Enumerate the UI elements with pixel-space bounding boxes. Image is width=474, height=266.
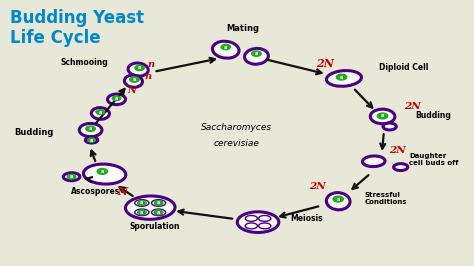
Circle shape [137, 201, 146, 205]
Circle shape [88, 138, 95, 142]
Text: a: a [255, 51, 258, 56]
Ellipse shape [383, 123, 396, 130]
Text: N: N [127, 86, 136, 95]
Ellipse shape [327, 70, 361, 86]
Text: a: a [340, 74, 343, 80]
Ellipse shape [152, 200, 166, 206]
Ellipse shape [64, 173, 80, 181]
Text: n: n [144, 72, 151, 81]
Ellipse shape [245, 215, 257, 221]
Circle shape [135, 65, 144, 70]
Circle shape [96, 110, 105, 114]
Ellipse shape [152, 209, 166, 216]
Text: a: a [337, 197, 340, 202]
Circle shape [337, 74, 347, 80]
Text: a: a [89, 126, 92, 131]
Text: Ascospores: Ascospores [71, 187, 120, 196]
Ellipse shape [237, 212, 279, 232]
Circle shape [67, 174, 76, 179]
Ellipse shape [370, 109, 395, 124]
Text: Meiosis: Meiosis [290, 214, 323, 223]
Circle shape [155, 201, 163, 205]
Text: n: n [147, 60, 155, 69]
Ellipse shape [135, 200, 149, 206]
Text: 2N: 2N [404, 102, 421, 111]
Text: Saccharomyces: Saccharomyces [201, 123, 273, 132]
Ellipse shape [212, 41, 239, 58]
Ellipse shape [79, 123, 102, 137]
Text: N: N [117, 186, 127, 197]
Text: a: a [381, 113, 384, 118]
Text: a: a [133, 77, 136, 82]
Text: Budding: Budding [14, 128, 54, 137]
Text: Mating: Mating [226, 24, 259, 33]
Text: a: a [224, 44, 228, 49]
Ellipse shape [259, 223, 271, 229]
Circle shape [86, 126, 95, 131]
Circle shape [252, 51, 261, 56]
Ellipse shape [135, 209, 149, 216]
Ellipse shape [91, 108, 109, 119]
Text: a: a [140, 201, 144, 205]
Text: Sporulation: Sporulation [130, 222, 180, 231]
Ellipse shape [108, 94, 126, 105]
Text: a: a [99, 110, 102, 115]
Text: Budding: Budding [416, 111, 452, 120]
Text: 2N: 2N [316, 57, 334, 69]
Text: a: a [157, 201, 160, 205]
Ellipse shape [327, 193, 350, 210]
Text: a: a [140, 210, 144, 215]
Text: a: a [138, 65, 141, 70]
Circle shape [155, 210, 163, 215]
Ellipse shape [363, 156, 385, 167]
Text: Stressful
Conditions: Stressful Conditions [364, 192, 407, 205]
Circle shape [137, 210, 146, 215]
Text: 2N: 2N [309, 182, 325, 191]
Text: Diploid Cell: Diploid Cell [379, 63, 429, 72]
Ellipse shape [126, 196, 175, 219]
Text: a: a [90, 138, 93, 143]
Circle shape [377, 113, 388, 119]
Text: a: a [100, 169, 104, 174]
Text: a: a [157, 210, 160, 215]
Circle shape [97, 169, 108, 174]
Circle shape [221, 44, 230, 50]
Circle shape [130, 77, 139, 82]
Circle shape [112, 96, 121, 101]
Text: cerevisiae: cerevisiae [214, 139, 260, 148]
Text: Daughter
cell buds off: Daughter cell buds off [409, 153, 458, 166]
Text: a: a [70, 174, 73, 179]
Ellipse shape [124, 75, 143, 87]
Ellipse shape [245, 48, 268, 64]
Ellipse shape [245, 223, 257, 229]
Ellipse shape [83, 164, 126, 184]
Ellipse shape [85, 137, 98, 143]
Text: Schmooing: Schmooing [61, 58, 109, 67]
Text: 2N: 2N [389, 146, 406, 155]
Ellipse shape [128, 63, 148, 76]
Ellipse shape [393, 164, 408, 171]
Text: a: a [115, 96, 118, 101]
Circle shape [333, 196, 343, 202]
Ellipse shape [259, 215, 271, 221]
Text: Budding Yeast
Life Cycle: Budding Yeast Life Cycle [10, 9, 144, 47]
